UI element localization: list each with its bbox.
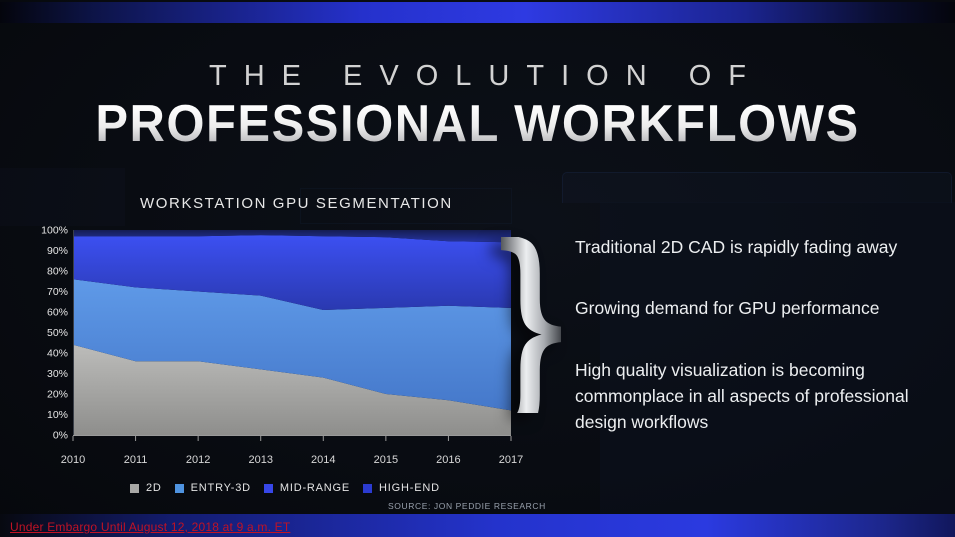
legend-item: ENTRY-3D [174,482,251,494]
y-tick-label: 40% [47,348,68,360]
stacked-area-chart: 0% 10% 20% 30% 40% 50% 60% 70% 80% 90% 100% 2010 201… [41,225,523,467]
background-ghost-panel [600,202,955,522]
bullet-item: High quality visualization is becoming c… [575,359,909,433]
x-tick-label: 2011 [124,454,148,466]
x-tick-label: 2016 [436,454,460,466]
background-ghost-window [562,172,952,203]
chart-source: SOURCE: JON PEDDIE RESEARCH [388,501,546,511]
y-tick-label: 80% [47,266,68,278]
legend-label: MID-RANGE [279,482,351,494]
area-series-mid-range [73,235,511,310]
x-tick-label: 2013 [248,454,272,466]
area-series-entry-3d [73,279,511,411]
y-tick-label: 100% [41,225,68,237]
x-tick-label: 2010 [61,454,85,466]
top-accent-bar [0,2,955,23]
curly-brace-graphic: } [462,199,600,450]
y-tick-label: 30% [47,368,68,380]
background-ghost-block [0,168,125,226]
bullet-item: Growing demand for GPU performance [575,298,880,319]
background-ghost-box [300,188,512,224]
y-tick-label: 60% [47,307,68,319]
bullet-list: Traditional 2D CAD is rapidly fading awa… [575,234,925,470]
y-tick-label: 50% [47,327,68,339]
slide-title: PROFESSIONAL WORKFLOWS [0,94,955,153]
legend-label: ENTRY-3D [190,482,251,494]
legend-swatch [263,483,273,493]
x-tick-label: 2012 [186,454,210,466]
x-tick-label: 2014 [311,454,335,466]
bottom-accent-bar [0,514,955,537]
bullet-item: Traditional 2D CAD is rapidly fading awa… [575,237,898,257]
embargo-notice: Under Embargo Until August 12, 2018 at 9… [10,520,291,534]
legend-item: 2D [130,482,162,494]
y-tick-label: 0% [53,430,68,442]
y-tick-label: 20% [47,389,68,401]
y-tick-label: 90% [47,245,68,257]
legend-swatch [363,483,373,493]
y-tick-label: 70% [47,286,68,298]
area-series-high-end [73,230,511,243]
legend-label: 2D [146,482,162,494]
legend-item: MID-RANGE [263,482,351,494]
slide-kicker: THE EVOLUTION OF [209,60,763,92]
area-series-2d [73,344,511,435]
chart-legend: 2D ENTRY-3D MID-RANGE HIGH-END [130,482,440,494]
chart-title: WORKSTATION GPU SEGMENTATION [140,195,453,212]
legend-swatch [130,483,139,493]
legend-item: HIGH-END [363,482,440,494]
x-tick-label: 2015 [374,454,398,466]
legend-label: HIGH-END [379,482,440,494]
legend-swatch [174,483,184,493]
x-tick-label: 2017 [499,454,523,466]
y-tick-label: 10% [47,409,68,421]
